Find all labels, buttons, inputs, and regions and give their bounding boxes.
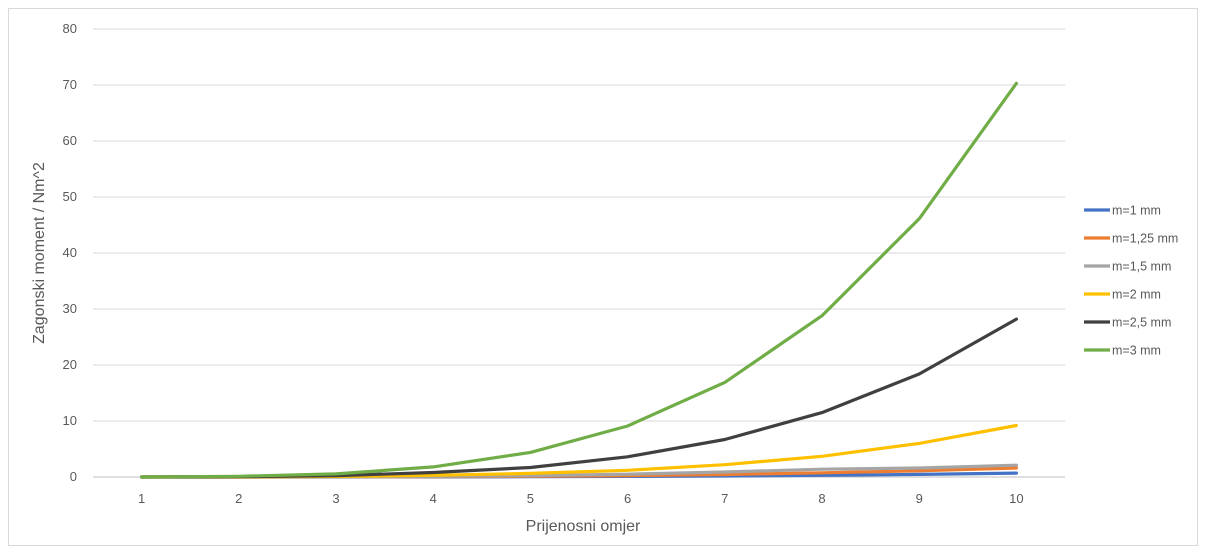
- x-tick-label: 7: [721, 491, 728, 506]
- x-tick-label: 5: [527, 491, 534, 506]
- gridlines: [93, 28, 1065, 478]
- x-tick-label: 3: [332, 491, 339, 506]
- y-tick-label: 0: [70, 469, 77, 484]
- legend-label: m=2,5 mm: [1112, 316, 1171, 330]
- series-line-m-2-5-mm: [140, 317, 1019, 479]
- x-tick-label: 1: [138, 491, 145, 506]
- legend-label: m=2 mm: [1112, 288, 1161, 302]
- chart-area: 0 10 20 30 40 50 60 70 80 1 2 3 4 5 6 7 8 9 10 Prijenosni…: [8, 8, 1198, 546]
- y-tick-label: 30: [63, 301, 77, 316]
- legend-label: m=1,5 mm: [1112, 260, 1171, 274]
- legend-label: m=1 mm: [1112, 204, 1161, 218]
- legend-label: m=3 mm: [1112, 344, 1161, 358]
- legend-label: m=1,25 mm: [1112, 232, 1178, 246]
- x-tick-label: 8: [818, 491, 825, 506]
- y-tick-label: 20: [63, 357, 77, 372]
- series-lines: [140, 81, 1019, 479]
- y-tick-label: 60: [63, 133, 77, 148]
- x-axis-ticks: 1 2 3 4 5 6 7 8 9 10: [138, 491, 1024, 506]
- y-tick-label: 40: [63, 245, 77, 260]
- y-tick-label: 50: [63, 189, 77, 204]
- x-tick-label: 2: [235, 491, 242, 506]
- y-tick-label: 10: [63, 413, 77, 428]
- x-axis-title: Prijenosni omjer: [526, 518, 641, 535]
- x-tick-label: 4: [430, 491, 437, 506]
- x-tick-label: 10: [1009, 491, 1023, 506]
- x-tick-label: 6: [624, 491, 631, 506]
- y-tick-label: 80: [63, 21, 77, 36]
- y-tick-label: 70: [63, 77, 77, 92]
- x-tick-label: 9: [916, 491, 923, 506]
- series-line-m-3-mm: [140, 81, 1019, 479]
- line-chart: 0 10 20 30 40 50 60 70 80 1 2 3 4 5 6 7 8 9 10 Prijenosni…: [31, 21, 1178, 535]
- legend: m=1 mm m=1,25 mm m=1,5 mm m=2 mm m=2,5 mm m=3…: [1084, 204, 1178, 358]
- y-axis-title: Zagonski moment / Nm^2: [31, 162, 48, 344]
- y-axis-ticks: 0 10 20 30 40 50 60 70 80: [63, 21, 77, 484]
